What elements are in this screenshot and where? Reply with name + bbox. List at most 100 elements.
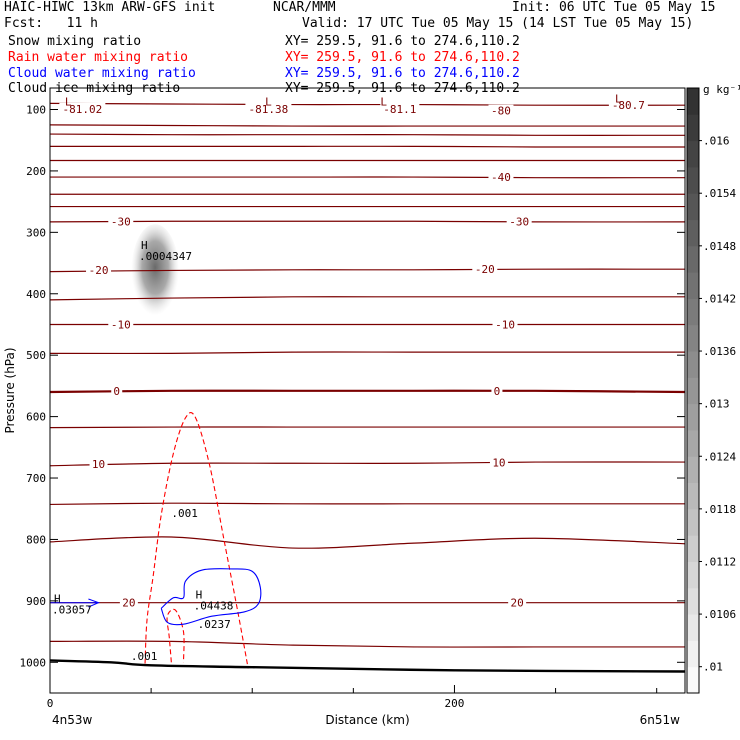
colorbar-segment <box>687 561 699 589</box>
colorbar-segment <box>687 535 699 562</box>
colorbar-frame <box>686 87 700 694</box>
colorbar-tick-label: .0124 <box>703 450 736 463</box>
terrain-line <box>49 659 686 673</box>
colorbar-segment <box>687 351 699 378</box>
y-tick-label: 100 <box>26 103 46 116</box>
contour-label-bg <box>108 318 134 331</box>
rain-contour <box>166 608 185 663</box>
y-tick-label: 300 <box>26 226 46 239</box>
colorbar-segment <box>687 298 699 326</box>
cloud-ice-shading <box>131 224 180 321</box>
colorbar-segment <box>687 508 699 536</box>
contour-label-bg <box>59 102 106 115</box>
temperature-contour <box>49 133 686 136</box>
contour-label: -20 <box>89 264 109 277</box>
plot-frame <box>49 87 686 694</box>
colorbar-segment <box>687 114 699 142</box>
cloud-water-edge-contour <box>50 598 100 608</box>
colorbar-segment <box>687 272 699 299</box>
colorbar-tick-label: .0136 <box>703 345 736 358</box>
contour-label-bg <box>108 215 134 228</box>
colorbar-tick-label: .013 <box>703 398 730 411</box>
colorbar-segment <box>687 245 699 273</box>
endpoint-right: 6n51w <box>640 713 681 727</box>
y-tick-label: 900 <box>26 595 46 608</box>
y-tick-label: 200 <box>26 165 46 178</box>
colorbar-tick-label: .0142 <box>703 292 736 305</box>
colorbar-segment <box>687 429 699 457</box>
colorbar-tick-label: .0112 <box>703 555 736 568</box>
low-marker: L <box>380 96 387 109</box>
rain-contour-label: .001 <box>131 650 158 663</box>
x-tick-label: 0 <box>47 697 54 710</box>
contour-label: -40 <box>491 171 511 184</box>
field-cloudwater-name: Cloud water mixing ratio <box>8 66 196 81</box>
contour-label-bg <box>488 104 514 117</box>
high-value: .03057 <box>52 604 92 617</box>
high-marker: H <box>54 593 61 606</box>
contour-label: -30 <box>509 215 529 228</box>
low-marker: L <box>265 96 272 109</box>
contour-label: -30 <box>111 215 131 228</box>
contour-label: 0 <box>494 385 501 398</box>
y-tick-label: 800 <box>26 533 46 546</box>
contour-label: -80 <box>491 105 511 118</box>
colorbar-segment <box>687 377 699 405</box>
temperature-contour <box>49 426 685 429</box>
contour-label-bg <box>488 171 514 184</box>
contour-label-bg <box>89 457 108 470</box>
y-tick-label: 600 <box>26 411 46 424</box>
contour-label: -20 <box>475 263 495 276</box>
y-tick-label: 500 <box>26 349 46 362</box>
contour-label-bg <box>472 263 498 276</box>
contour-label-bg <box>506 215 532 228</box>
contour-label: -81.02 <box>62 103 102 116</box>
contour-label: -10 <box>495 318 515 331</box>
colorbar-tick-label: .0106 <box>703 608 736 621</box>
colorbar-segment <box>687 666 699 694</box>
high-value: .0237 <box>198 618 231 631</box>
contour-label: 0 <box>113 385 120 398</box>
valid-time: Valid: 17 UTC Tue 05 May 15 (14 LST Tue … <box>302 16 694 31</box>
colorbar-tick-label: .0118 <box>703 503 736 516</box>
colorbar-segment <box>687 166 699 194</box>
contour-label-bg <box>489 456 508 469</box>
contour-label: -81.1 <box>383 103 416 116</box>
field-snow-xy: XY= 259.5, 91.6 to 274.6,110.2 <box>285 34 520 49</box>
colorbar-tick-label: .01 <box>703 661 723 674</box>
title-left: HAIC-HIWC 13km ARW-GFS init <box>4 0 216 15</box>
temperature-contour <box>49 296 685 301</box>
low-marker: L <box>615 92 622 105</box>
temperature-contour <box>49 461 686 467</box>
high-value: .04438 <box>194 599 234 612</box>
temperature-contour <box>49 389 686 394</box>
y-tick-label: 1000 <box>20 656 47 669</box>
x-axis-label: Distance (km) <box>325 713 409 727</box>
temperature-contour <box>49 351 685 355</box>
contour-label: -10 <box>111 318 131 331</box>
colorbar-segment <box>687 614 699 641</box>
colorbar-segment <box>687 140 699 168</box>
contour-label: 20 <box>122 597 135 610</box>
contour-label-bg <box>491 384 503 397</box>
temperature-contour <box>49 220 686 223</box>
y-tick-label: 700 <box>26 472 46 485</box>
contour-label: -80.7 <box>612 99 645 112</box>
colorbar-tick-label: .016 <box>703 135 730 148</box>
field-cloudwater-xy: XY= 259.5, 91.6 to 274.6,110.2 <box>285 66 520 81</box>
colorbar-segment <box>687 403 699 431</box>
colorbar-segment <box>687 482 699 510</box>
endpoint-left: 4n53w <box>52 713 93 727</box>
high-value: .0004347 <box>139 250 192 263</box>
contour-label-bg <box>245 102 292 115</box>
contour-label-bg <box>119 596 138 609</box>
contour-label: 20 <box>511 597 524 610</box>
rain-contour <box>144 412 249 669</box>
cloud-water-contour <box>160 568 262 626</box>
temperature-contour <box>49 102 686 106</box>
colorbar-segment <box>687 640 699 668</box>
contour-label: 10 <box>492 457 505 470</box>
colorbar-segment <box>687 193 699 221</box>
temperature-contour <box>49 640 685 648</box>
temperature-contour <box>49 124 685 127</box>
